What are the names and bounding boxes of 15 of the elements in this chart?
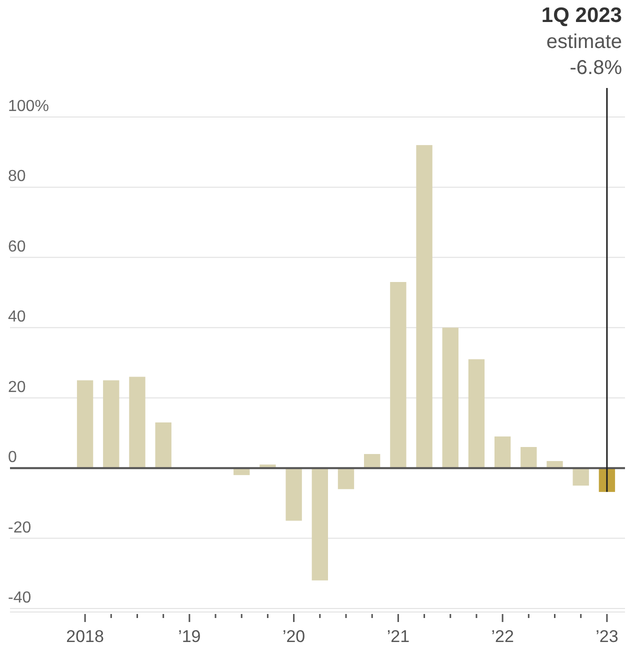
- y-tick-label: 40: [8, 308, 26, 326]
- x-tick-label: ’21: [386, 627, 410, 646]
- annotation: 1Q 2023 estimate -6.8%: [541, 4, 622, 79]
- y-tick-label: 20: [8, 378, 26, 396]
- x-tick-label: ’23: [596, 627, 618, 646]
- y-tick-label: 80: [8, 168, 26, 186]
- x-tick-label: 2018: [66, 627, 104, 646]
- y-tick-label: 60: [8, 238, 26, 256]
- x-tick-label: ’22: [491, 627, 514, 646]
- x-tick-label: ’20: [282, 627, 306, 646]
- x-tick-label: ’19: [178, 627, 201, 646]
- y-tick-label: 0: [8, 449, 17, 466]
- y-tick-label: 100%: [8, 98, 49, 115]
- y-tick-label: -40: [8, 589, 32, 606]
- y-tick-label: -20: [8, 519, 32, 536]
